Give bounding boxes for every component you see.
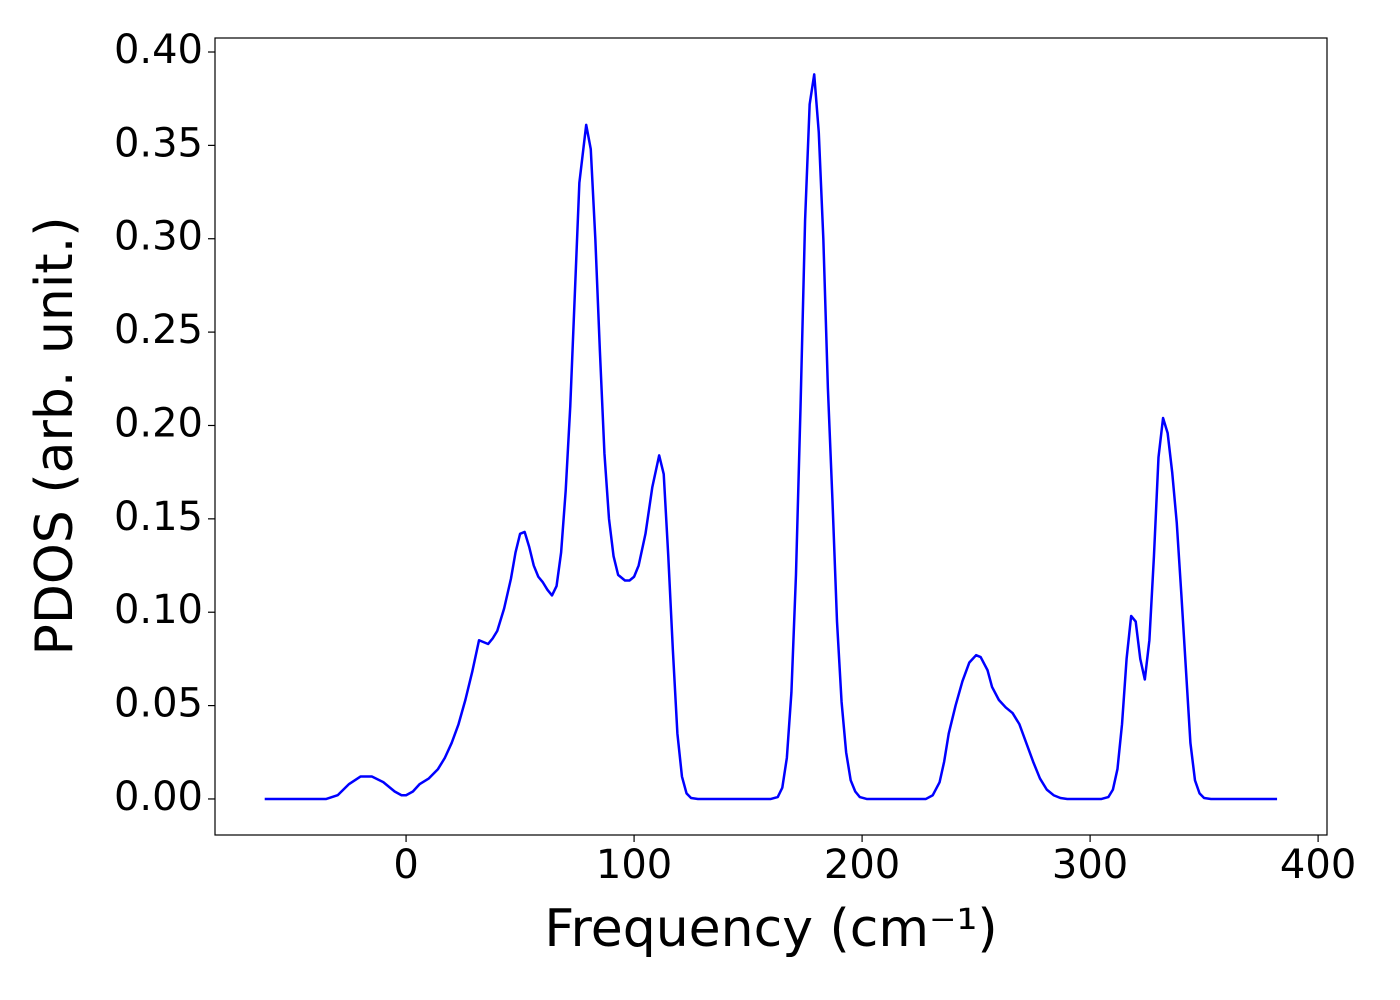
y-tick-label: 0.30: [114, 214, 203, 260]
y-tick-label: 0.05: [114, 681, 203, 727]
y-tick-label: 0.20: [114, 400, 203, 446]
x-tick-label: 100: [596, 842, 672, 888]
y-tick-label: 0.35: [114, 120, 203, 166]
plot-frame: [214, 37, 1328, 836]
y-axis-label: PDOS (arb. unit.): [25, 216, 85, 655]
y-tick-label: 0.00: [114, 774, 203, 820]
x-tick-label: 0: [393, 842, 418, 888]
x-tick-label: 200: [824, 842, 900, 888]
x-tick-label: 400: [1280, 842, 1356, 888]
y-tick-label: 0.15: [114, 494, 203, 540]
x-axis-label: Frequency (cm⁻¹): [544, 899, 997, 959]
y-tick-label: 0.40: [114, 27, 203, 73]
pdos-line: [264, 73, 1278, 801]
y-tick-label: 0.25: [114, 307, 203, 353]
x-tick-label: 300: [1052, 842, 1128, 888]
y-tick-label: 0.10: [114, 587, 203, 633]
